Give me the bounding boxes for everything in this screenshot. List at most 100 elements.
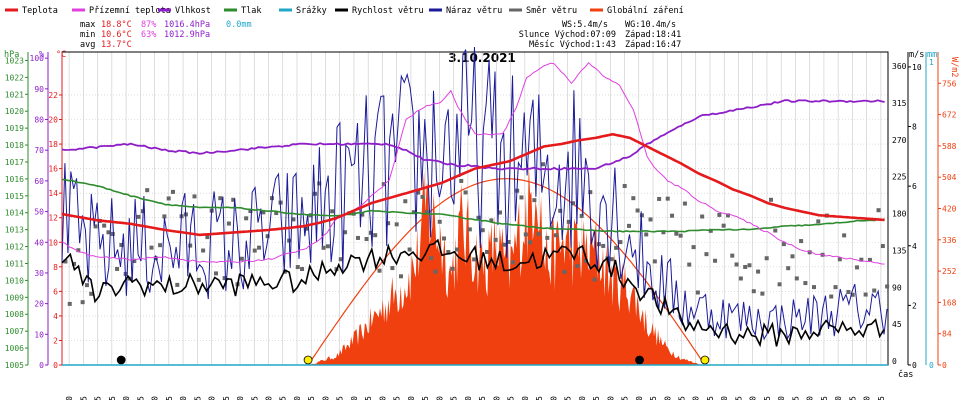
wind-direction-point	[424, 210, 429, 215]
wind-direction-point	[880, 244, 885, 249]
series-wind-gust	[61, 46, 888, 341]
wind-direction-point	[399, 274, 404, 279]
wind-direction-point	[166, 196, 171, 201]
wind-direction-point	[829, 294, 834, 299]
x-tick-label: 19:10	[720, 396, 729, 400]
x-tick-label: 20:50	[777, 396, 786, 400]
stat-min-temp: 10.6°C	[101, 30, 132, 40]
wind-direction-point	[833, 285, 838, 290]
wind-direction-point	[338, 257, 343, 262]
wind-direction-point	[485, 249, 490, 254]
stat-avg-label: avg	[80, 40, 95, 50]
x-tick-label: 15:00	[578, 396, 587, 400]
legend-label: Náraz větru	[446, 6, 502, 16]
wind-direction-point	[343, 230, 348, 235]
wind-direction-point	[846, 289, 851, 294]
humidity-axis-tick-label: 80	[34, 116, 44, 125]
wind-direction-point	[192, 194, 197, 199]
wind-direction-point	[687, 262, 692, 267]
humidity-axis-tick-label: 100	[30, 54, 45, 63]
unit-hpa: hPa	[4, 50, 19, 60]
wind-direction-point	[149, 245, 154, 250]
wind-direction-point	[635, 208, 640, 213]
wind-direction-point	[734, 262, 739, 267]
precip-tick-label: 0	[929, 361, 934, 370]
wind-gust-info: WG:10.4m/s	[625, 20, 676, 30]
x-tick-label: 13:45	[535, 396, 544, 400]
wind-direction-point	[850, 292, 855, 297]
pressure-axis-tick-label: 1023	[5, 56, 24, 65]
direction-tick-label: 45	[892, 320, 902, 329]
wind-direction-point	[115, 266, 120, 271]
x-tick-label: 22:55	[848, 396, 857, 400]
wind-direction-point	[536, 232, 541, 237]
wind-direction-point	[713, 258, 718, 263]
wind-direction-point	[885, 284, 890, 289]
series-humidity	[61, 99, 885, 171]
wind-direction-point	[360, 212, 365, 217]
temperature-axis-tick-label: 18	[48, 140, 58, 149]
wind-direction-point	[786, 266, 791, 271]
wind-direction-point	[274, 211, 279, 216]
wind-direction-point	[248, 209, 253, 214]
wind-direction-point	[601, 243, 606, 248]
plot-area	[61, 46, 890, 366]
x-tick-label: 04:10	[208, 396, 217, 400]
wind-direction-point	[84, 283, 89, 288]
wind-direction-point	[725, 213, 730, 218]
legend-label: Rychlost větru	[352, 6, 424, 16]
wind-direction-point	[631, 196, 636, 201]
wind-direction-point	[153, 256, 158, 261]
x-tick-label: 11:15	[450, 396, 459, 400]
x-tick-label: 05:50	[265, 396, 274, 400]
sunset-marker	[700, 355, 710, 365]
wind-direction-point	[812, 285, 817, 290]
wind-direction-point	[480, 228, 485, 233]
wind-direction-point	[196, 277, 201, 282]
direction-tick-label: 315	[892, 99, 907, 108]
legend-label: Teplota	[22, 6, 58, 16]
humidity-axis-tick-label: 50	[34, 208, 44, 217]
wind-direction-point	[717, 212, 722, 217]
direction-tick-label: 90	[892, 283, 902, 292]
wind-direction-point	[872, 288, 877, 293]
radiation-tick-label: 168	[942, 298, 957, 307]
x-tick-label: 13:20	[521, 396, 530, 400]
wind-direction-point	[437, 219, 442, 224]
humidity-axis-tick-label: 20	[34, 300, 44, 309]
x-tick-label: 06:15	[279, 396, 288, 400]
wind-direction-point	[364, 237, 369, 242]
stat-max-hum: 87%	[141, 20, 156, 30]
sun-rise-info: Slunce Východ:07:09	[519, 30, 616, 40]
wind-direction-point	[528, 240, 533, 245]
x-tick-label: 10:25	[421, 396, 430, 400]
wind-direction-point	[390, 266, 395, 271]
wind-direction-point	[558, 208, 563, 213]
x-tick-label: 04:35	[222, 396, 231, 400]
direction-tick-label: 180	[892, 210, 907, 219]
wind-direction-point	[618, 240, 623, 245]
wind-direction-point	[609, 257, 614, 262]
wind-direction-point	[579, 213, 584, 218]
wind-direction-point	[231, 197, 236, 202]
wind-direction-point	[566, 219, 571, 224]
wind-direction-point	[867, 257, 872, 262]
wind-direction-point	[454, 247, 459, 252]
radiation-tick-label: 84	[942, 330, 952, 339]
wind-direction-point	[497, 210, 502, 215]
wind-direction-point	[257, 245, 262, 250]
wind-direction-point	[67, 301, 72, 306]
wind-direction-point	[622, 183, 627, 188]
wind-direction-point	[226, 221, 231, 226]
wind-direction-point	[545, 235, 550, 240]
wind-direction-point	[411, 210, 416, 215]
wind-direction-point	[205, 235, 210, 240]
wind-direction-point	[493, 237, 498, 242]
wind-direction-point	[837, 257, 842, 262]
wind-direction-point	[218, 196, 223, 201]
wind-direction-point	[416, 190, 421, 195]
wind-direction-point	[170, 189, 175, 194]
temperature-axis-tick-label: 6	[53, 287, 58, 296]
wind-tick-label: 0	[912, 361, 917, 370]
